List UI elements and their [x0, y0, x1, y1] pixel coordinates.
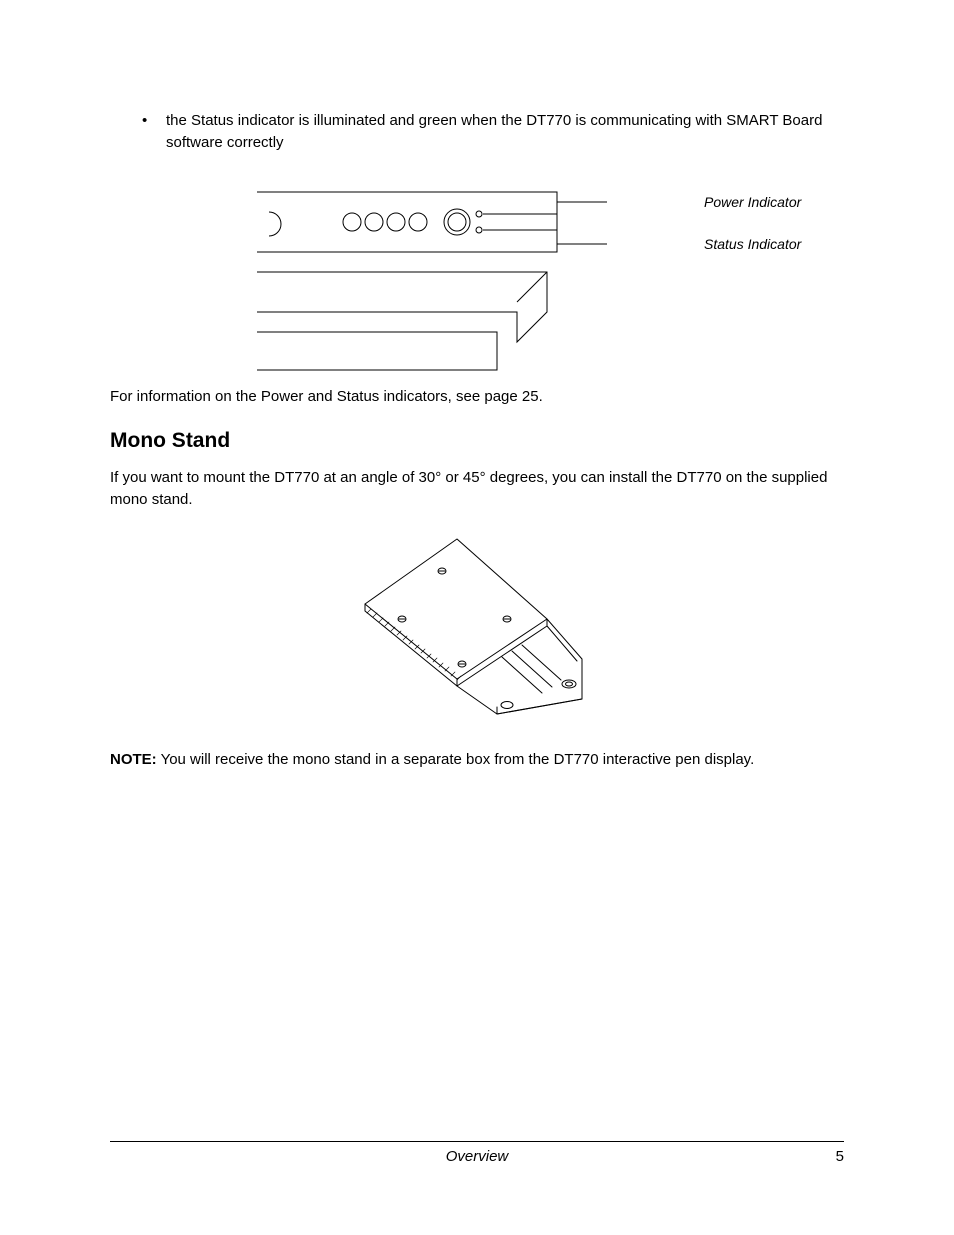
para-indicators-info: For information on the Power and Status … — [110, 386, 844, 408]
bullet-item: • the Status indicator is illuminated an… — [142, 110, 844, 154]
mono-stand-svg — [347, 529, 607, 729]
diagram-mono-stand — [110, 529, 844, 729]
para-mono-stand: If you want to mount the DT770 at an ang… — [110, 467, 844, 511]
bullet-text: the Status indicator is illuminated and … — [166, 110, 844, 154]
label-power-indicator: Power Indicator — [704, 194, 801, 210]
note-line: NOTE: You will receive the mono stand in… — [110, 749, 844, 771]
label-status-indicator: Status Indicator — [704, 236, 801, 252]
diagram-indicators: Power Indicator Status Indicator — [110, 182, 844, 372]
note-text: You will receive the mono stand in a sep… — [157, 751, 755, 768]
indicators-svg — [247, 182, 707, 372]
footer-page-number: 5 — [836, 1148, 844, 1165]
note-label: NOTE: — [110, 751, 157, 768]
heading-mono-stand: Mono Stand — [110, 429, 844, 453]
footer: Overview 5 — [110, 1141, 844, 1165]
page: • the Status indicator is illuminated an… — [0, 0, 954, 1235]
footer-section-title: Overview — [110, 1148, 844, 1165]
bullet-marker: • — [142, 110, 166, 154]
